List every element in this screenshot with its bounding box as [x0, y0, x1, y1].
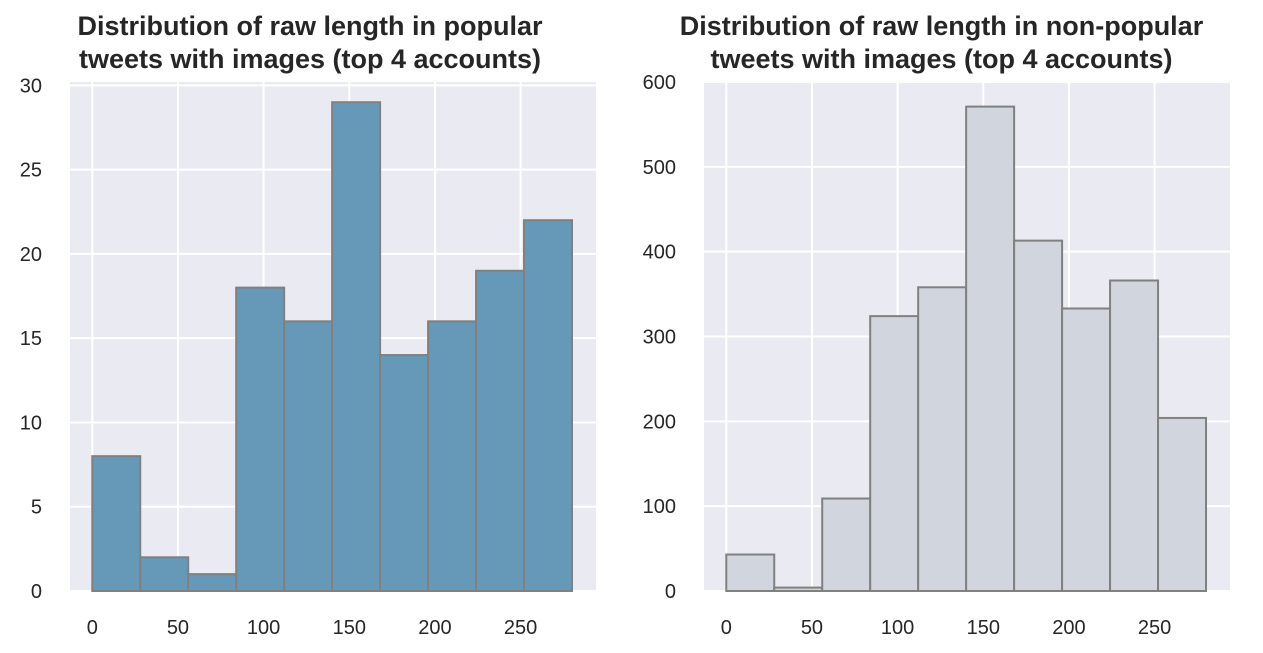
x-tick-label: 0 — [721, 617, 732, 639]
histogram-bar — [1109, 279, 1160, 592]
chart-title: Distribution of raw length in popular tw… — [77, 11, 543, 74]
x-tick-label: 150 — [967, 617, 1000, 639]
histogram-bar — [1061, 307, 1112, 592]
x-tick-label: 250 — [1138, 617, 1171, 639]
y-tick-label: 500 — [643, 157, 676, 179]
y-tick-label: 20 — [20, 244, 42, 266]
y-tick-label: 100 — [643, 496, 676, 518]
histogram-bar — [475, 269, 526, 592]
histogram-bar — [869, 315, 920, 592]
y-tick-label: 600 — [643, 72, 676, 94]
x-tick-label: 100 — [247, 617, 280, 639]
x-tick-label: 100 — [881, 617, 914, 639]
y-tick-label: 10 — [20, 412, 42, 434]
histogram-popular: 0 50 100 150 200 250 0 5 10 15 20 25 30 — [20, 75, 596, 639]
histogram-bar — [1013, 239, 1064, 592]
x-tick-label: 200 — [418, 617, 451, 639]
x-tick-label: 0 — [87, 617, 98, 639]
chart-panel-non-popular: Distribution of raw length in non-popula… — [620, 0, 1263, 653]
histogram-bar — [187, 573, 238, 592]
x-tick-label: 150 — [333, 617, 366, 639]
histogram-bar — [427, 320, 478, 592]
histogram-bar — [91, 455, 142, 592]
histogram-bar — [965, 105, 1016, 593]
y-tick-label: 0 — [665, 581, 676, 603]
y-tick-label: 25 — [20, 160, 42, 182]
chart-panel-popular: Distribution of raw length in popular tw… — [0, 0, 620, 653]
y-tick-label: 5 — [31, 497, 42, 519]
x-tick-label: 50 — [801, 617, 823, 639]
x-tick-label: 50 — [167, 617, 189, 639]
y-tick-label: 300 — [643, 327, 676, 349]
histogram-bar — [283, 320, 334, 592]
histogram-bar — [331, 101, 382, 593]
y-tick-label: 30 — [20, 75, 42, 97]
histogram-bar — [235, 286, 286, 592]
histogram-bar — [725, 553, 776, 592]
histogram-bar — [917, 286, 968, 592]
histogram-bar — [773, 586, 824, 593]
y-tick-label: 400 — [643, 242, 676, 264]
y-tick-label: 15 — [20, 328, 42, 350]
histogram-bar — [523, 219, 574, 592]
histogram-bar — [821, 497, 872, 593]
histogram-bar — [139, 556, 190, 592]
x-tick-label: 200 — [1052, 617, 1085, 639]
histogram-bar — [1157, 416, 1208, 592]
chart-title: Distribution of raw length in non-popula… — [679, 11, 1204, 74]
histogram-bar — [379, 354, 430, 592]
histogram-non-popular: 0 50 100 150 200 250 0 100 200 300 400 500 600 — [643, 72, 1230, 639]
y-tick-label: 0 — [31, 581, 42, 603]
y-tick-label: 200 — [643, 411, 676, 433]
x-tick-label: 250 — [504, 617, 537, 639]
